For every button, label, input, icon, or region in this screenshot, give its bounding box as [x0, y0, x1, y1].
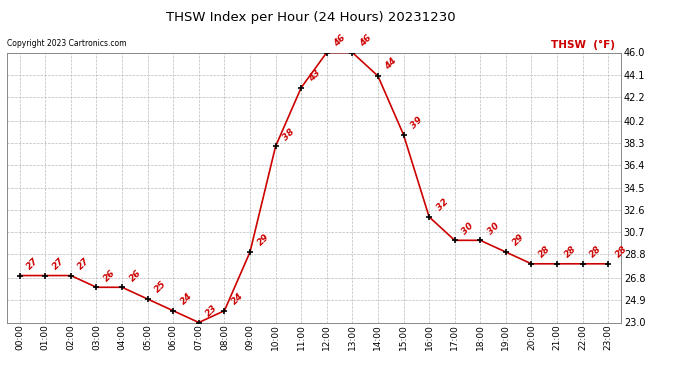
Text: 23: 23 — [204, 303, 219, 318]
Text: 28: 28 — [588, 244, 603, 260]
Text: 26: 26 — [102, 268, 117, 283]
Text: 25: 25 — [153, 280, 168, 295]
Text: 28: 28 — [537, 244, 552, 260]
Text: 26: 26 — [128, 268, 143, 283]
Text: 43: 43 — [307, 68, 322, 84]
Text: 28: 28 — [614, 244, 629, 260]
Text: 46: 46 — [333, 33, 348, 48]
Text: 29: 29 — [255, 233, 270, 248]
Text: 27: 27 — [26, 256, 41, 272]
Text: THSW  (°F): THSW (°F) — [551, 40, 615, 50]
Text: 24: 24 — [230, 291, 245, 307]
Text: 32: 32 — [435, 198, 450, 213]
Text: Copyright 2023 Cartronics.com: Copyright 2023 Cartronics.com — [7, 39, 126, 48]
Text: 44: 44 — [384, 57, 399, 72]
Text: 27: 27 — [77, 256, 92, 272]
Text: 30: 30 — [486, 221, 501, 236]
Text: 39: 39 — [409, 115, 424, 130]
Text: 29: 29 — [511, 233, 526, 248]
Text: 38: 38 — [281, 127, 296, 142]
Text: 27: 27 — [51, 256, 66, 272]
Text: 28: 28 — [562, 244, 578, 260]
Text: THSW Index per Hour (24 Hours) 20231230: THSW Index per Hour (24 Hours) 20231230 — [166, 11, 455, 24]
Text: 46: 46 — [358, 33, 373, 48]
Text: 30: 30 — [460, 221, 475, 236]
Text: 24: 24 — [179, 291, 194, 307]
